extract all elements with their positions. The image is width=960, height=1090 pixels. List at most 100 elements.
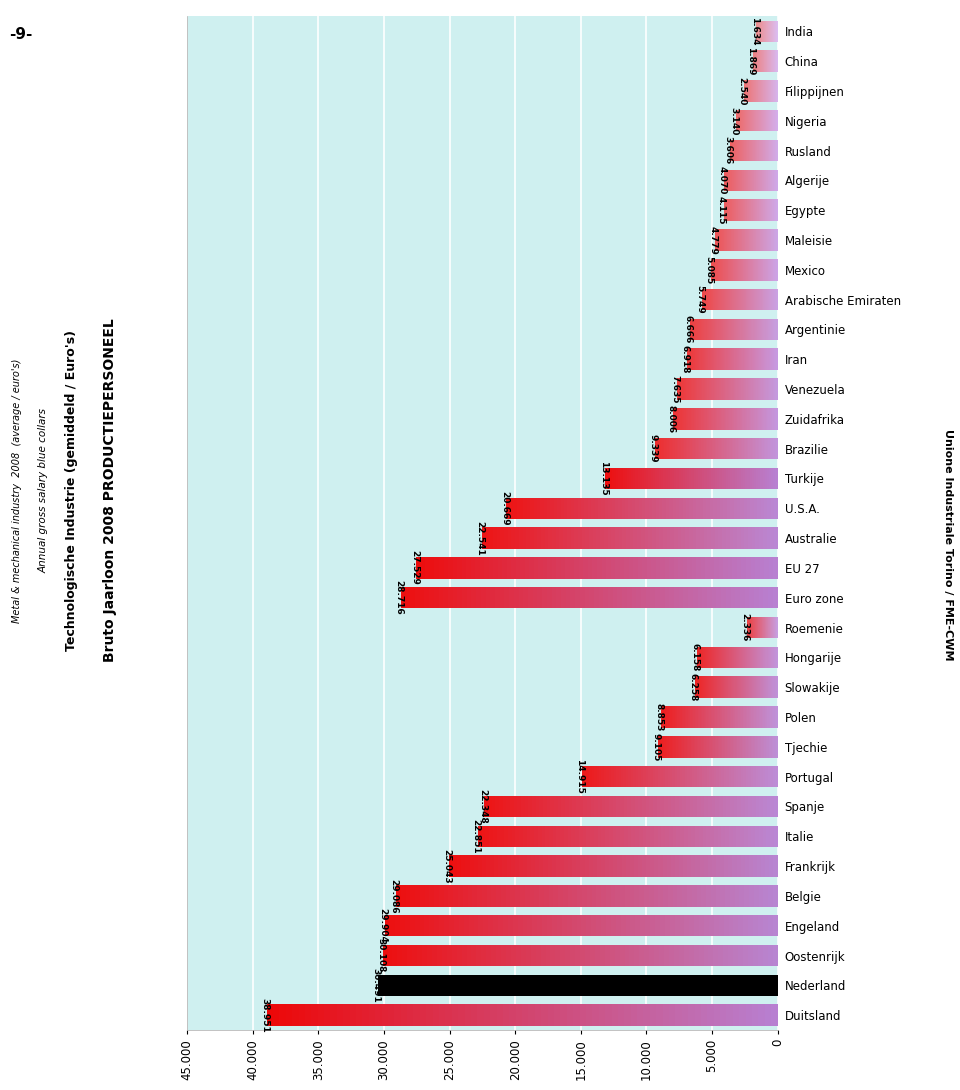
- Bar: [716, 646, 717, 668]
- Bar: [725, 885, 730, 907]
- Bar: [701, 677, 702, 698]
- Bar: [713, 706, 715, 728]
- Bar: [708, 528, 711, 549]
- Bar: [724, 349, 726, 370]
- Bar: [567, 497, 571, 519]
- Bar: [687, 706, 689, 728]
- Bar: [744, 497, 747, 519]
- Bar: [660, 796, 664, 818]
- Bar: [741, 468, 743, 489]
- Bar: [720, 706, 721, 728]
- Bar: [689, 528, 692, 549]
- Bar: [719, 677, 720, 698]
- Bar: [534, 497, 537, 519]
- Bar: [746, 646, 747, 668]
- Bar: [732, 468, 734, 489]
- Bar: [746, 318, 747, 340]
- Bar: [729, 766, 732, 787]
- Bar: [753, 706, 755, 728]
- Bar: [631, 796, 635, 818]
- Bar: [694, 378, 695, 400]
- Bar: [476, 945, 481, 966]
- Bar: [694, 318, 696, 340]
- Bar: [576, 796, 580, 818]
- Bar: [669, 706, 670, 728]
- Bar: [727, 736, 729, 758]
- Bar: [669, 945, 674, 966]
- Bar: [745, 588, 750, 608]
- Bar: [706, 408, 707, 429]
- Bar: [719, 915, 724, 936]
- Bar: [705, 646, 706, 668]
- Bar: [702, 318, 704, 340]
- Bar: [693, 468, 696, 489]
- Bar: [743, 318, 744, 340]
- Bar: [527, 915, 533, 936]
- Bar: [557, 915, 562, 936]
- Bar: [516, 825, 519, 847]
- Bar: [711, 378, 712, 400]
- Bar: [749, 736, 751, 758]
- Bar: [766, 408, 767, 429]
- Bar: [677, 408, 678, 429]
- Bar: [511, 885, 516, 907]
- Bar: [445, 1004, 452, 1026]
- Bar: [726, 706, 727, 728]
- Bar: [640, 766, 643, 787]
- Bar: [711, 677, 712, 698]
- Bar: [756, 706, 757, 728]
- Bar: [758, 677, 759, 698]
- Bar: [746, 557, 751, 579]
- Bar: [763, 588, 768, 608]
- Bar: [544, 528, 548, 549]
- Bar: [699, 706, 701, 728]
- Bar: [724, 706, 726, 728]
- Bar: [660, 528, 663, 549]
- Bar: [520, 885, 525, 907]
- Bar: [723, 408, 724, 429]
- Bar: [731, 318, 732, 340]
- Bar: [697, 736, 699, 758]
- Bar: [708, 408, 709, 429]
- Bar: [673, 497, 676, 519]
- Bar: [689, 408, 691, 429]
- Bar: [753, 408, 754, 429]
- Bar: [736, 318, 737, 340]
- Bar: [744, 318, 745, 340]
- Bar: [704, 677, 705, 698]
- Bar: [473, 915, 478, 936]
- Bar: [673, 736, 675, 758]
- Bar: [741, 349, 742, 370]
- Bar: [682, 706, 684, 728]
- Bar: [700, 736, 702, 758]
- Bar: [700, 646, 701, 668]
- Bar: [724, 677, 725, 698]
- Bar: [405, 885, 410, 907]
- Bar: [729, 349, 730, 370]
- Bar: [722, 677, 723, 698]
- Bar: [472, 885, 477, 907]
- Bar: [661, 468, 663, 489]
- Bar: [689, 497, 693, 519]
- Bar: [669, 497, 673, 519]
- Bar: [641, 528, 644, 549]
- Bar: [688, 378, 690, 400]
- Bar: [410, 885, 415, 907]
- Bar: [682, 1004, 688, 1026]
- Bar: [767, 349, 769, 370]
- Bar: [542, 588, 547, 608]
- Bar: [745, 677, 746, 698]
- Bar: [626, 766, 629, 787]
- Bar: [631, 915, 636, 936]
- Bar: [568, 796, 572, 818]
- Bar: [671, 856, 675, 876]
- Bar: [700, 378, 701, 400]
- Bar: [711, 349, 713, 370]
- Bar: [490, 528, 492, 549]
- Bar: [708, 796, 711, 818]
- Bar: [751, 646, 752, 668]
- Bar: [764, 349, 765, 370]
- Bar: [711, 438, 713, 459]
- Bar: [601, 497, 605, 519]
- Bar: [721, 318, 722, 340]
